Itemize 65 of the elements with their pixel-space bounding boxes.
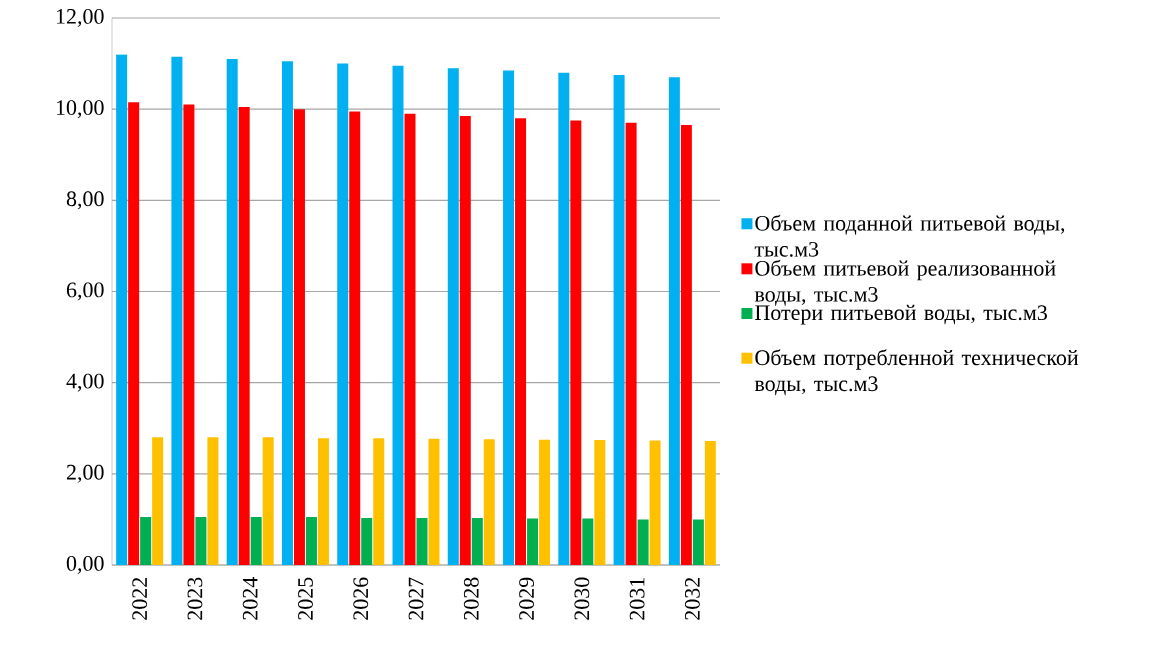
bar <box>195 517 207 565</box>
x-tick-label: 2024 <box>242 577 258 620</box>
bar <box>483 439 495 565</box>
bar <box>668 77 680 565</box>
bar <box>140 517 152 565</box>
legend-label: Объем поданной питьевой воды, тыс.м3 <box>754 214 1065 257</box>
y-tick-label: 4,00 <box>66 373 104 392</box>
legend-label: Потери питьевой воды, тыс.м3 <box>755 304 1047 325</box>
bar <box>128 102 140 565</box>
bar <box>539 439 551 565</box>
x-tick-label: 2027 <box>408 577 424 620</box>
bar <box>515 118 527 565</box>
bar <box>613 74 625 565</box>
bar <box>625 122 637 565</box>
bar <box>152 437 164 565</box>
bar <box>649 440 661 565</box>
y-tick-label: 12,00 <box>56 8 104 27</box>
bar <box>305 517 317 565</box>
bar <box>207 437 219 565</box>
bar <box>594 440 606 565</box>
bar <box>349 111 361 565</box>
bar <box>262 437 274 565</box>
bar <box>416 518 428 565</box>
bar <box>337 63 349 565</box>
bar <box>527 518 539 565</box>
bar <box>250 517 262 565</box>
x-tick-label: 2029 <box>519 577 534 620</box>
bar <box>704 441 716 565</box>
bar <box>570 120 582 565</box>
bar <box>459 115 471 565</box>
x-tick-label: 2030 <box>574 577 590 620</box>
x-tick-label: 2031 <box>629 578 645 620</box>
bar <box>281 61 293 565</box>
y-tick-label: 8,00 <box>66 191 104 210</box>
x-tick-label: 2023 <box>187 577 203 620</box>
bar <box>428 438 440 565</box>
bar <box>404 113 416 565</box>
bar <box>361 518 373 565</box>
bar <box>637 519 649 565</box>
bar <box>503 70 515 565</box>
x-tick-label: 2032 <box>684 578 700 620</box>
bar <box>447 68 459 565</box>
bar <box>392 65 404 565</box>
y-tick-label: 6,00 <box>66 282 104 301</box>
bar <box>116 54 128 565</box>
bar <box>582 518 594 565</box>
y-tick-label: 10,00 <box>56 100 104 119</box>
legend-label: Объем потребленной технической воды, тыс.м3 <box>754 349 1079 396</box>
bar <box>238 106 250 565</box>
bar <box>226 59 238 565</box>
y-tick-label: 0,00 <box>66 555 104 574</box>
bar <box>471 518 483 565</box>
x-tick-label: 2026 <box>353 577 369 620</box>
bar <box>558 72 570 565</box>
bar <box>171 56 183 565</box>
x-tick-label: 2028 <box>463 577 479 620</box>
bar <box>680 125 692 565</box>
y-tick-label: 2,00 <box>66 464 104 483</box>
bar <box>317 438 329 565</box>
bar <box>293 109 305 565</box>
bar <box>183 104 195 565</box>
bar <box>373 438 385 565</box>
bar <box>692 519 704 565</box>
x-tick-label: 2022 <box>132 578 148 620</box>
x-tick-label: 2025 <box>298 577 313 620</box>
